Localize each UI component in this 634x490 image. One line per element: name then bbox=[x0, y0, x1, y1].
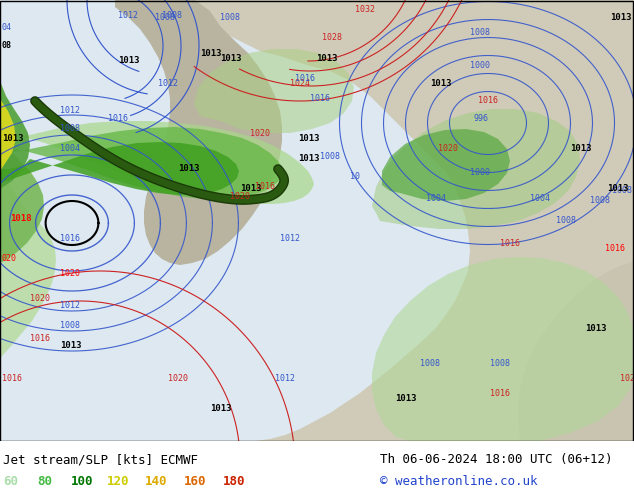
Text: 80: 80 bbox=[37, 475, 52, 488]
Text: 1016: 1016 bbox=[108, 114, 128, 123]
Text: 1020: 1020 bbox=[230, 192, 250, 201]
Text: 1020: 1020 bbox=[30, 294, 50, 303]
Text: 1013: 1013 bbox=[200, 49, 221, 58]
Text: 1013: 1013 bbox=[607, 184, 628, 193]
Text: 120: 120 bbox=[107, 475, 129, 488]
Text: 1013: 1013 bbox=[60, 341, 82, 350]
Text: 1032: 1032 bbox=[355, 5, 375, 14]
Text: 1004: 1004 bbox=[530, 194, 550, 203]
Text: 1013: 1013 bbox=[430, 79, 451, 88]
Text: 1012: 1012 bbox=[118, 11, 138, 20]
Text: 100: 100 bbox=[71, 475, 93, 488]
Polygon shape bbox=[0, 99, 16, 171]
Text: 1016: 1016 bbox=[478, 96, 498, 105]
Text: 1008: 1008 bbox=[556, 216, 576, 225]
Polygon shape bbox=[0, 131, 44, 263]
Text: 1016: 1016 bbox=[490, 389, 510, 398]
Text: 1013: 1013 bbox=[220, 54, 242, 63]
Text: 1013: 1013 bbox=[298, 134, 320, 143]
Text: 140: 140 bbox=[145, 475, 167, 488]
Polygon shape bbox=[0, 0, 56, 361]
Polygon shape bbox=[0, 127, 282, 199]
Text: 1013: 1013 bbox=[585, 324, 607, 333]
Text: 1016: 1016 bbox=[30, 334, 50, 343]
Text: 1004: 1004 bbox=[60, 144, 80, 153]
Text: 1016: 1016 bbox=[60, 234, 80, 243]
Text: 1008: 1008 bbox=[60, 124, 80, 133]
Text: 020: 020 bbox=[2, 254, 17, 263]
Polygon shape bbox=[194, 49, 354, 133]
Text: 1008: 1008 bbox=[420, 359, 440, 368]
Text: 160: 160 bbox=[184, 475, 206, 488]
Text: 1000: 1000 bbox=[470, 168, 490, 177]
Text: 1004: 1004 bbox=[426, 194, 446, 203]
Text: 10: 10 bbox=[350, 172, 360, 181]
Text: 1016: 1016 bbox=[2, 374, 22, 383]
Text: 1020: 1020 bbox=[620, 374, 634, 383]
Text: 08: 08 bbox=[2, 41, 12, 50]
Text: 1008: 1008 bbox=[162, 11, 182, 20]
Text: 1012: 1012 bbox=[60, 106, 80, 115]
Text: 1020: 1020 bbox=[60, 269, 80, 278]
Polygon shape bbox=[518, 261, 634, 441]
Polygon shape bbox=[372, 109, 580, 229]
Text: 1012: 1012 bbox=[275, 374, 295, 383]
Text: 1016: 1016 bbox=[500, 239, 520, 248]
Text: 1008: 1008 bbox=[60, 321, 80, 330]
Text: 1018: 1018 bbox=[10, 214, 32, 223]
Text: 1016: 1016 bbox=[295, 74, 315, 83]
Text: 1024: 1024 bbox=[290, 79, 310, 88]
Text: 1013: 1013 bbox=[2, 134, 23, 143]
Text: 1008: 1008 bbox=[612, 186, 632, 195]
Text: 1013: 1013 bbox=[178, 164, 200, 173]
Text: 1016: 1016 bbox=[255, 182, 275, 191]
Text: 1008: 1008 bbox=[320, 152, 340, 161]
Text: 1013: 1013 bbox=[395, 394, 417, 403]
Text: 180: 180 bbox=[223, 475, 245, 488]
Text: 1012: 1012 bbox=[60, 301, 80, 310]
Text: © weatheronline.co.uk: © weatheronline.co.uk bbox=[380, 475, 538, 488]
Polygon shape bbox=[0, 121, 314, 204]
Text: 1000: 1000 bbox=[470, 61, 490, 70]
Text: 996: 996 bbox=[474, 114, 489, 123]
Text: 1008: 1008 bbox=[220, 13, 240, 22]
Text: 1020: 1020 bbox=[168, 374, 188, 383]
Text: 1008: 1008 bbox=[590, 196, 610, 205]
Polygon shape bbox=[382, 129, 510, 201]
Text: 1028: 1028 bbox=[322, 33, 342, 42]
Text: 60: 60 bbox=[3, 475, 18, 488]
Text: 1013: 1013 bbox=[570, 144, 592, 153]
Text: Jet stream/SLP [kts] ECMWF: Jet stream/SLP [kts] ECMWF bbox=[3, 453, 198, 466]
Text: 1013: 1013 bbox=[118, 56, 139, 65]
Polygon shape bbox=[0, 81, 30, 189]
Text: 1013: 1013 bbox=[610, 13, 631, 22]
Text: 1012: 1012 bbox=[280, 234, 300, 243]
Text: Th 06-06-2024 18:00 UTC (06+12): Th 06-06-2024 18:00 UTC (06+12) bbox=[380, 453, 613, 466]
Text: 1020: 1020 bbox=[250, 129, 270, 138]
Text: 1013: 1013 bbox=[210, 404, 231, 413]
Text: 1013: 1013 bbox=[316, 54, 337, 63]
Text: 1013: 1013 bbox=[298, 154, 320, 163]
Text: 1016: 1016 bbox=[310, 94, 330, 103]
Text: 1013: 1013 bbox=[240, 184, 261, 193]
Polygon shape bbox=[115, 0, 634, 441]
Text: 1016: 1016 bbox=[605, 244, 625, 253]
Polygon shape bbox=[0, 142, 239, 195]
Text: 04: 04 bbox=[2, 23, 12, 32]
Text: 1008: 1008 bbox=[490, 359, 510, 368]
Text: 1012: 1012 bbox=[158, 79, 178, 88]
Text: 1008: 1008 bbox=[155, 13, 175, 22]
Text: 1020: 1020 bbox=[438, 144, 458, 153]
Polygon shape bbox=[372, 257, 634, 441]
Polygon shape bbox=[115, 0, 282, 265]
Text: 1008: 1008 bbox=[470, 28, 490, 37]
